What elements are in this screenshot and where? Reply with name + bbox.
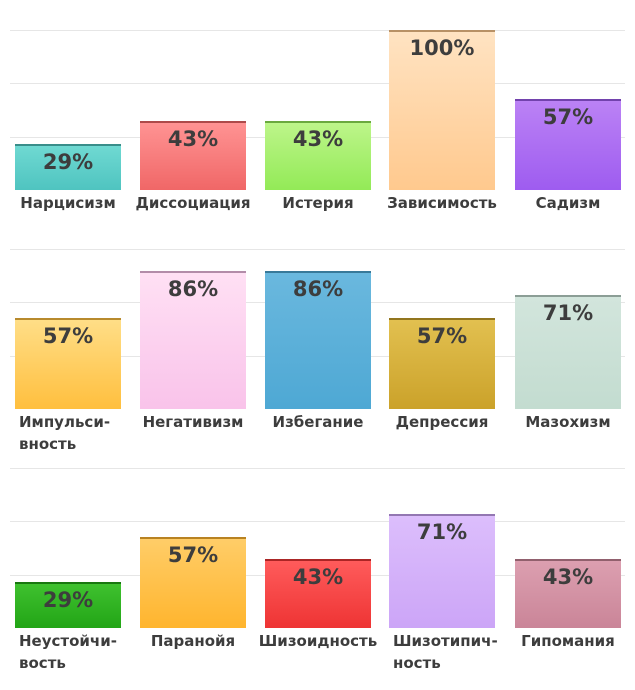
gridline [10, 249, 625, 250]
data-label: 43% [542, 565, 594, 589]
category-label: Мазохизм [525, 413, 611, 431]
data-label: 71% [416, 520, 468, 544]
data-label: 86% [292, 277, 344, 301]
data-label: 43% [292, 127, 344, 151]
category-label: Диссоциация [135, 194, 251, 212]
data-label: 57% [542, 105, 594, 129]
category-label: Негативизм [142, 413, 244, 431]
category-label: Нарцисизм [20, 194, 116, 212]
category-label: Истерия [282, 194, 354, 212]
bar: 100% [389, 30, 495, 190]
bar: 57% [389, 318, 495, 409]
gridline [10, 83, 625, 84]
data-label: 86% [167, 277, 219, 301]
gridline [10, 468, 625, 469]
data-label: 43% [292, 565, 344, 589]
data-label: 29% [42, 150, 94, 174]
data-label: 57% [42, 324, 94, 348]
bar: 43% [265, 559, 371, 628]
data-label: 57% [167, 543, 219, 567]
category-label: Неустойчи- вость [19, 632, 117, 672]
category-label: Паранойя [150, 632, 236, 650]
bar: 71% [389, 514, 495, 628]
data-label: 71% [542, 301, 594, 325]
data-label: 43% [167, 127, 219, 151]
data-label: 29% [42, 588, 94, 612]
bar: 86% [265, 271, 371, 409]
bar: 43% [140, 121, 246, 190]
bar: 43% [265, 121, 371, 190]
category-label: Зависимость [387, 194, 497, 212]
gridline [10, 521, 625, 522]
category-label: Садизм [535, 194, 601, 212]
category-label: Избегание [272, 413, 364, 431]
bar: 57% [15, 318, 121, 409]
bar: 43% [515, 559, 621, 628]
category-label: Шизотипич- ность [393, 632, 498, 672]
category-label: Гипомания [521, 632, 615, 650]
category-label: Импульси- вность [19, 413, 111, 453]
bar: 71% [515, 295, 621, 409]
bar: 29% [15, 582, 121, 628]
category-label: Депрессия [395, 413, 489, 431]
bar: 57% [515, 99, 621, 190]
bar: 86% [140, 271, 246, 409]
data-label: 57% [416, 324, 468, 348]
bar: 57% [140, 537, 246, 628]
data-label: 100% [409, 36, 475, 60]
category-label: Шизоидность [258, 632, 378, 650]
bar: 29% [15, 144, 121, 190]
gridline [10, 30, 625, 31]
